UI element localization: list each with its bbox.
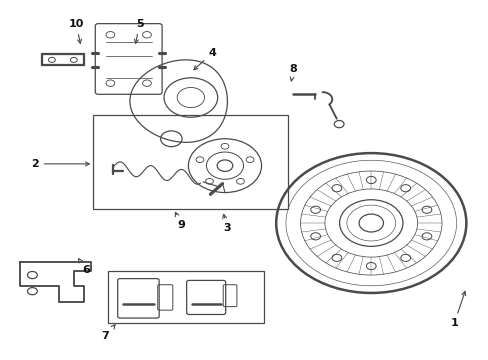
- Text: 6: 6: [79, 258, 90, 275]
- Text: 4: 4: [193, 48, 216, 70]
- Text: 7: 7: [102, 325, 115, 341]
- Text: 2: 2: [31, 159, 89, 169]
- Text: 8: 8: [289, 64, 297, 81]
- Text: 3: 3: [223, 214, 231, 233]
- Text: 10: 10: [68, 19, 84, 43]
- Bar: [108, 271, 264, 323]
- Text: 1: 1: [449, 291, 465, 328]
- Text: 5: 5: [134, 19, 143, 43]
- Text: 9: 9: [175, 212, 184, 230]
- Bar: [93, 116, 288, 209]
